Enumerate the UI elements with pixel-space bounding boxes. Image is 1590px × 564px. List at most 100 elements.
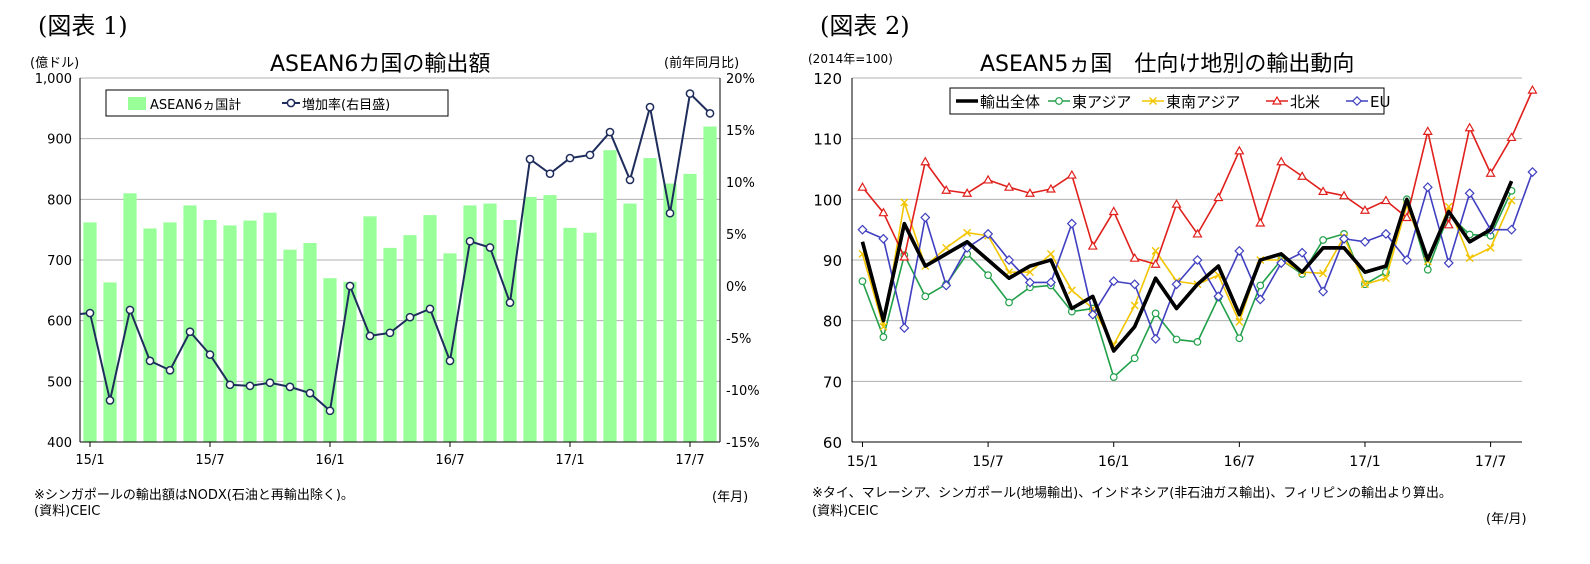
fig1-growth-point: [685, 89, 695, 98]
fig2-point-circle: [1423, 265, 1432, 274]
fig1-left-tick-label: 500: [47, 375, 72, 390]
fig1-right-tick-label: 0%: [726, 280, 747, 295]
fig1-right-tick-label: 15%: [726, 124, 755, 139]
fig2-y-tick-label: 120: [813, 70, 842, 88]
fig2-series-line: [861, 200, 1513, 346]
fig2-point-diamond: [920, 212, 931, 223]
fig2-y-tick-label: 90: [823, 252, 842, 270]
fig2-point-x: [1235, 317, 1244, 326]
fig2-point-x: [1381, 274, 1390, 283]
fig2-point-diamond: [1338, 233, 1350, 244]
fig2-point-diamond: [1066, 218, 1077, 229]
fig1-growth-point: [485, 243, 495, 252]
fig2-point-triangle: [1066, 169, 1077, 179]
fig1-bar: [383, 247, 397, 442]
fig1-growth-point: [585, 150, 595, 160]
fig2-x-tick-label: 16/7: [1224, 454, 1255, 470]
fig2-point-circle: [879, 333, 888, 341]
fig2-point-circle: [1319, 236, 1327, 244]
fig2-y-tick-label: 110: [813, 131, 842, 149]
fig2-point-x: [1046, 249, 1055, 258]
fig2-x-tick-label: 15/1: [847, 454, 878, 470]
fig1-right-tick-label: -10%: [726, 384, 760, 399]
fig2-point-triangle: [1527, 84, 1538, 94]
fig2-legend-label: 東アジア: [1072, 93, 1131, 111]
fig2-point-x: [942, 243, 951, 252]
fig2-point-diamond: [1150, 333, 1161, 344]
fig2-point-x: [1130, 301, 1139, 310]
fig2-point-diamond: [1464, 188, 1475, 199]
fig1-bar: [623, 203, 637, 442]
fig2-point-x: [1025, 268, 1034, 277]
fig1-bar: [483, 203, 497, 442]
fig2-point-triangle: [1297, 171, 1308, 180]
fig1-bar: [663, 183, 677, 442]
fig2-point-triangle: [920, 156, 931, 166]
fig1-growth-line: [89, 91, 711, 413]
fig2-point-diamond: [1003, 254, 1015, 266]
fig2-point-x: [1465, 254, 1474, 263]
fig2-series-line: [860, 180, 1514, 353]
fig2-point-triangle: [1464, 122, 1475, 132]
fig1-bar: [203, 219, 217, 442]
fig2-point-x: [963, 228, 972, 237]
fig1-bar: [283, 249, 297, 442]
fig1-legend-line-label: 増加率(右目盛): [302, 97, 390, 113]
fig1-growth-point: [425, 304, 435, 314]
fig1-bar: [543, 195, 557, 442]
fig2-point-triangle: [1129, 252, 1140, 262]
fig2-legend-label: 輸出全体: [980, 93, 1040, 111]
figure1-x-axis-unit: (年月): [712, 490, 749, 505]
fig2-point-triangle: [1276, 156, 1287, 166]
fig2-point-diamond: [1192, 254, 1203, 266]
fig2-point-diamond: [1234, 245, 1245, 256]
fig1-growth-point: [205, 350, 215, 359]
fig1-bar: [163, 222, 177, 442]
figure2-title: ASEAN5ヵ国 仕向け地別の輸出動向: [980, 52, 1355, 77]
fig2-point-circle: [1109, 373, 1118, 381]
fig2-point-diamond: [899, 322, 910, 333]
fig2-point-circle: [858, 277, 867, 286]
fig2-point-triangle: [1485, 168, 1496, 177]
fig1-legend: [105, 89, 449, 117]
fig2-point-diamond: [1213, 291, 1224, 302]
fig2-point-triangle: [983, 174, 994, 184]
fig2-point-x: [1360, 280, 1369, 289]
fig1-right-tick-label: 5%: [726, 228, 747, 243]
fig2-point-circle: [1235, 334, 1244, 343]
fig2-point-triangle: [1443, 219, 1454, 229]
fig2-point-diamond: [878, 233, 889, 244]
fig1-growth-point: [345, 281, 355, 291]
fig2-point-triangle: [1087, 240, 1098, 250]
fig1-growth-point: [125, 305, 135, 315]
fig2-point-circle: [984, 271, 992, 280]
fig2-point-x: [900, 198, 909, 207]
fig2-point-diamond: [1087, 309, 1098, 320]
fig2-point-triangle: [1401, 212, 1412, 222]
fig2-point-circle: [1193, 338, 1202, 346]
figure1-label: (図表 1): [38, 12, 128, 40]
fig2-point-triangle: [1045, 183, 1056, 193]
fig2-point-triangle: [1359, 205, 1371, 214]
figure2-note: ※タイ、マレーシア、シンガポール(地場輸出)、インドネシア(非石油ガス輸出)、フ…: [812, 486, 1452, 501]
fig1-bar: [343, 281, 357, 442]
fig1-left-tick-label: 400: [47, 436, 72, 451]
fig1-growth-point: [445, 356, 455, 366]
fig2-point-x: [879, 322, 888, 331]
fig1-growth-point: [145, 356, 155, 366]
fig2-point-diamond: [1401, 254, 1412, 266]
fig1-x-tick-label: 16/7: [435, 453, 464, 468]
fig2-point-circle: [1055, 97, 1063, 105]
fig2-point-circle: [1130, 354, 1139, 363]
figure2-axis-unit: (2014年=100): [808, 52, 893, 66]
fig2-x-tick-label: 15/7: [972, 454, 1003, 470]
fig1-growth-point: [305, 388, 315, 398]
fig1-growth-point: [525, 154, 535, 164]
figure2-source: (資料)CEIC: [812, 504, 879, 519]
fig1-left-tick-label: 600: [47, 315, 72, 330]
fig1-bar: [583, 232, 597, 442]
fig2-legend: [949, 87, 1385, 115]
fig1-growth-point: [625, 175, 635, 185]
fig1-right-tick-label: -5%: [726, 332, 751, 347]
fig2-x-tick-label: 16/1: [1098, 454, 1129, 470]
